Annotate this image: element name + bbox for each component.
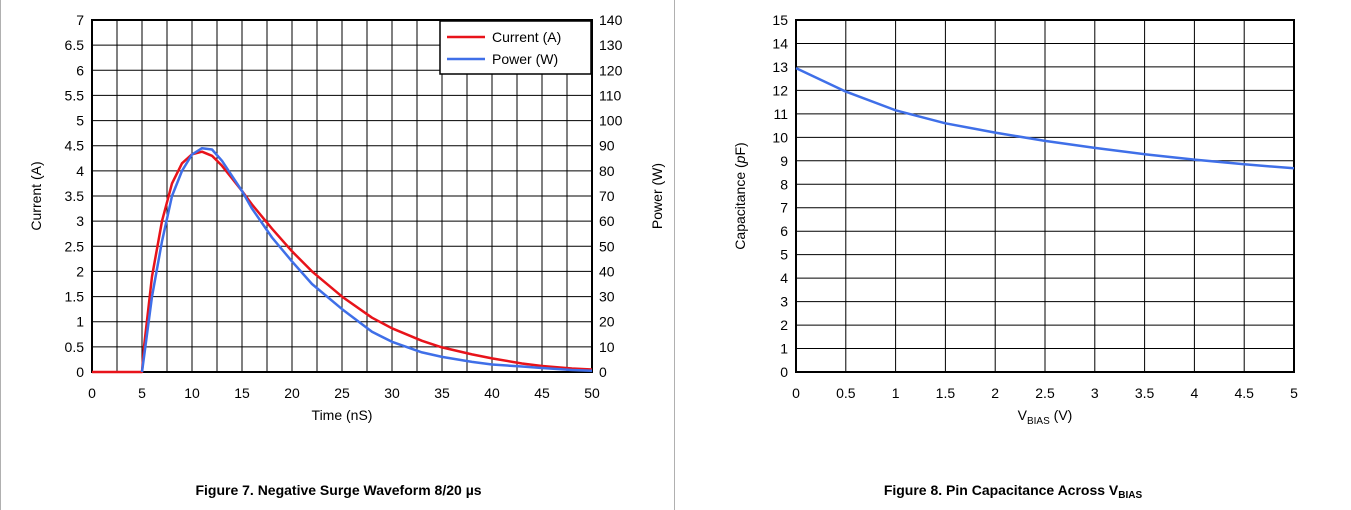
y2-tick-label: 140 [599, 12, 623, 28]
y-tick-label: 3 [76, 213, 84, 229]
figure-8-caption: Figure 8. Pin Capacitance Across VBIAS [675, 482, 1351, 501]
x-axis-title-subscript: BIAS [1027, 416, 1050, 427]
y-tick-label: 15 [772, 12, 788, 28]
x-tick-label: 10 [184, 385, 200, 401]
y2-tick-label: 130 [599, 37, 623, 53]
y-tick-label: 13 [772, 59, 788, 75]
y-tick-label: 1 [780, 341, 788, 357]
x-tick-label: 1 [892, 385, 900, 401]
pin-capacitance-chart: 0 0.5 1 1.5 2 2.5 3 3.5 4 4.5 50123456789101112131… [732, 12, 1298, 427]
y-tick-label: 0 [780, 364, 788, 380]
x-tick-label: 40 [484, 385, 500, 401]
x-tick-label: 0 [792, 385, 800, 401]
x-tick-label: 45 [534, 385, 550, 401]
x-axis-title-unit: (V) [1050, 407, 1073, 423]
x-tick-label: 5 [1290, 385, 1298, 401]
y-tick-label: 0.5 [65, 339, 85, 355]
legend-label: Power (W) [492, 51, 558, 67]
gridlines [795, 19, 1295, 373]
y-tick-label: 2.5 [65, 238, 85, 254]
figure-8-caption-main: Figure 8. Pin Capacitance Across V [883, 482, 1119, 498]
x-tick-label: 25 [334, 385, 350, 401]
x-axis-title-main: V [1018, 407, 1028, 423]
x-tick-label: 3 [1091, 385, 1099, 401]
y-tick-label: 5 [780, 247, 788, 263]
y2-tick-label: 40 [599, 263, 615, 279]
y-tick-label: 5 [76, 113, 84, 129]
series-line-power [140, 146, 593, 373]
legend: Current (A) Power (W) [439, 20, 592, 75]
y2-tick-label: 80 [599, 163, 615, 179]
y2-tick-label: 10 [599, 339, 615, 355]
x-tick-label: 30 [384, 385, 400, 401]
y-axis-title: Current (A) [28, 161, 44, 230]
x-tick-label: 0 [88, 385, 96, 401]
y-tick-label: 8 [780, 176, 788, 192]
y2-tick-label: 100 [599, 113, 623, 129]
surge-waveform-chart: 0 5 10 15 20 25 30 35 40 45 5000.511.522.533.544.5… [28, 12, 665, 423]
y-tick-label: 4.5 [65, 138, 85, 154]
y-tick-label: 1 [76, 314, 84, 330]
x-tick-label: 20 [284, 385, 300, 401]
y-tick-label: 6 [76, 62, 84, 78]
y-tick-label: 2 [780, 317, 788, 333]
x-tick-label: 15 [234, 385, 250, 401]
y-tick-label: 6 [780, 223, 788, 239]
y-axis-title-unit: F) [732, 142, 748, 155]
y2-tick-label: 0 [599, 364, 607, 380]
x-tick-label: 2.5 [1035, 385, 1055, 401]
y-tick-label: 10 [772, 129, 788, 145]
x-tick-label: 2 [991, 385, 999, 401]
y-tick-label: 4 [780, 270, 788, 286]
x-tick-label: 4 [1191, 385, 1199, 401]
y2-tick-label: 60 [599, 213, 615, 229]
y-tick-label: 0 [76, 364, 84, 380]
figure-7-caption: Figure 7. Negative Surge Waveform 8/20 µ… [195, 482, 482, 498]
x-tick-label: 4.5 [1234, 385, 1254, 401]
y2-tick-label: 90 [599, 138, 615, 154]
y2-tick-label: 20 [599, 314, 615, 330]
y-tick-label: 4 [76, 163, 84, 179]
y-axis-title-main: Capacitance ( [732, 163, 748, 250]
x-tick-label: 1.5 [936, 385, 956, 401]
y2-tick-label: 110 [599, 87, 622, 103]
y-axis-title: Capacitance (pF) [732, 142, 748, 249]
x-axis-title: Time (nS) [312, 407, 373, 423]
y-tick-label: 1.5 [65, 289, 85, 305]
x-tick-label: 5 [138, 385, 146, 401]
plot-frame [91, 19, 593, 373]
x-tick-label: 50 [584, 385, 600, 401]
legend-label: Current (A) [492, 29, 561, 45]
series-line-capacitance [795, 66, 1295, 170]
y-tick-label: 11 [773, 106, 788, 122]
figure-8-caption-subscript: BIAS [1118, 490, 1143, 501]
y-tick-label: 2 [76, 263, 84, 279]
y-axis-title-italic: p [732, 155, 748, 164]
series-line-current [92, 150, 593, 374]
y-tick-label: 7 [780, 200, 788, 216]
y-tick-label: 5.5 [65, 87, 85, 103]
y2-tick-label: 120 [599, 62, 623, 78]
y-tick-label: 3.5 [65, 188, 85, 204]
y2-axis-title: Power (W) [649, 163, 665, 229]
y2-tick-label: 30 [599, 289, 615, 305]
legend-box [439, 20, 592, 75]
x-tick-label: 0.5 [836, 385, 856, 401]
y2-tick-label: 50 [599, 238, 615, 254]
y2-tick-label: 70 [599, 188, 615, 204]
y-tick-label: 7 [76, 12, 84, 28]
plot-frame [795, 19, 1295, 373]
x-axis-title: VBIAS (V) [1018, 407, 1073, 427]
y-tick-label: 3 [780, 294, 788, 310]
y-tick-label: 9 [780, 153, 788, 169]
x-tick-label: 35 [434, 385, 450, 401]
figure-7-panel: 0 5 10 15 20 25 30 35 40 45 50 0 0.5 1 1.5 2 2.5 3 3.5 4 4.5… [0, 0, 675, 510]
x-tick-label: 3.5 [1135, 385, 1155, 401]
y-tick-label: 12 [772, 82, 788, 98]
y-tick-label: 6.5 [65, 37, 85, 53]
y-tick-label: 14 [772, 35, 788, 51]
figure-8-panel: 0 0.5 1 1.5 2 2.5 3 3.5 4 4.5 5 0 1 2 3 4 5 6 7 8 9 10 11 12 13 1… [675, 0, 1351, 510]
